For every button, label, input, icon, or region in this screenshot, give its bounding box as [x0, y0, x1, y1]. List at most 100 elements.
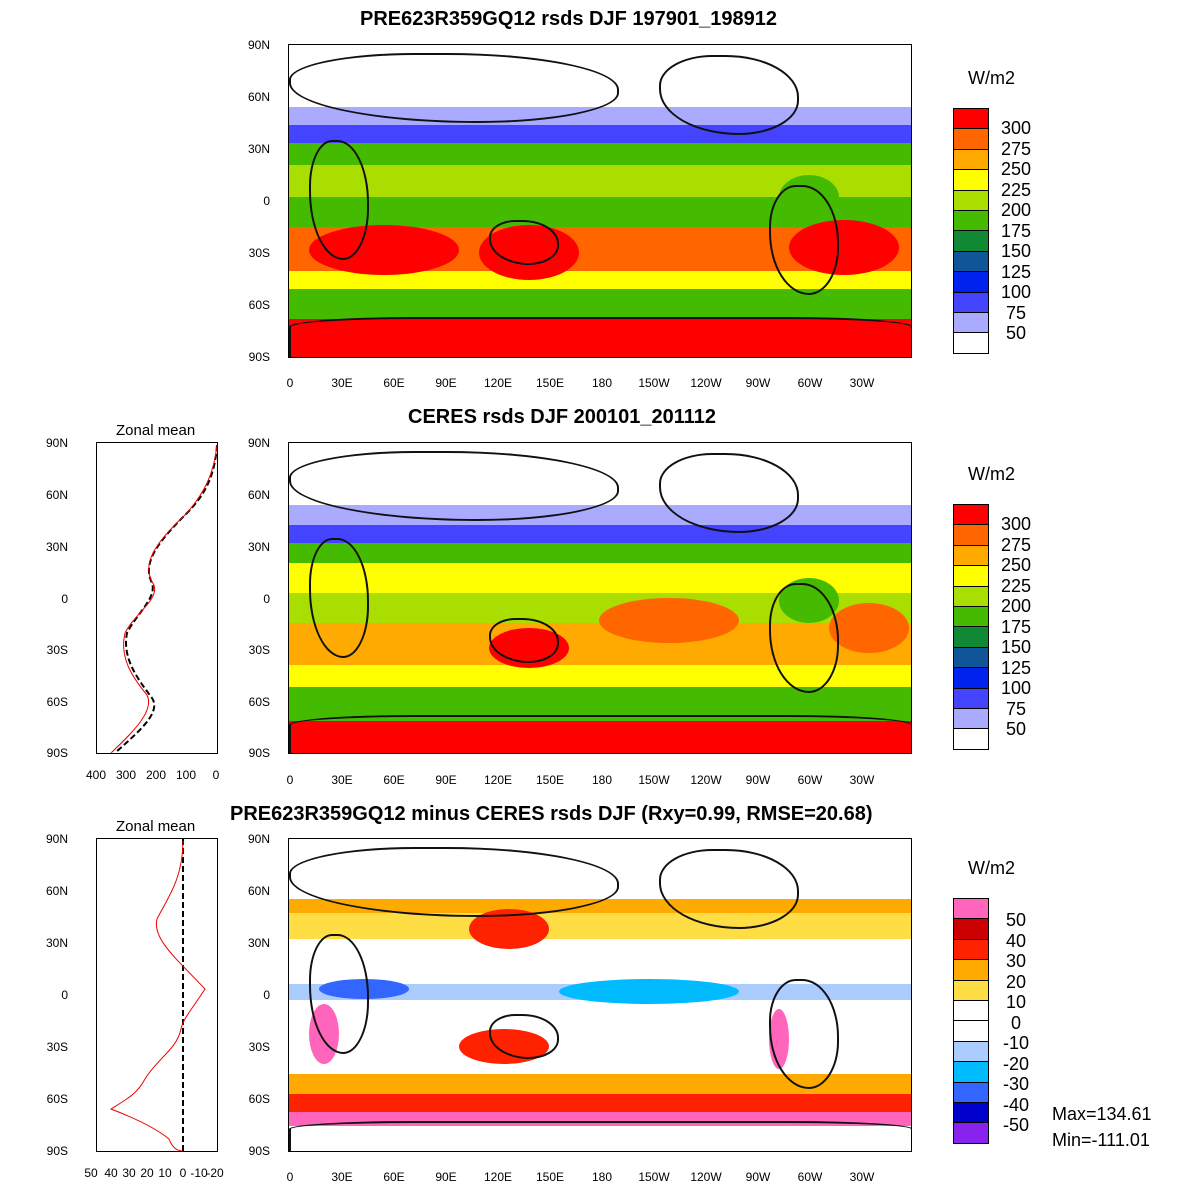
- x-tick-label: -10: [190, 1166, 208, 1180]
- x-tick-label: 90E: [435, 376, 457, 390]
- y-tick-label: 60N: [247, 488, 270, 502]
- colorbar-label: -50: [1002, 1115, 1029, 1135]
- x-tick-label: 0: [286, 1170, 294, 1184]
- x-tick-label: 120W: [690, 773, 722, 787]
- colorbar-label: 175: [1000, 221, 1032, 241]
- panel2-colorbar: [953, 504, 989, 750]
- panel1-map: [288, 44, 912, 358]
- y-tick-label: 60N: [247, 90, 270, 104]
- zonal-mean-title: Zonal mean: [116, 422, 196, 439]
- colorbar-swatch: [954, 333, 988, 354]
- x-tick-label: 20: [140, 1166, 154, 1180]
- colorbar-label: 75: [1005, 699, 1027, 719]
- x-tick-label: 60E: [383, 376, 405, 390]
- colorbar-swatch: [954, 1041, 988, 1063]
- x-tick-label: 150E: [535, 376, 565, 390]
- panel3-colorbar: [953, 898, 989, 1144]
- panel1-title: PRE623R359GQ12 rsds DJF 197901_198912: [360, 8, 777, 30]
- colorbar-swatch: [954, 668, 988, 689]
- colorbar-swatch: [954, 729, 988, 750]
- y-tick-label: 60S: [248, 1092, 270, 1106]
- x-tick-label: 90W: [745, 773, 771, 787]
- colorbar-label: 250: [1000, 159, 1032, 179]
- colorbar-label: 10: [1005, 992, 1027, 1012]
- y-tick-label: 30N: [247, 936, 270, 950]
- zonal-mean-plot-2: [96, 838, 218, 1153]
- colorbar-swatch: [954, 292, 988, 313]
- colorbar-swatch: [954, 919, 988, 940]
- colorbar-label: 75: [1005, 303, 1027, 323]
- y-tick-label: 90N: [45, 832, 68, 846]
- colorbar-label: 225: [1000, 576, 1032, 596]
- x-tick-label: 180: [591, 1170, 613, 1184]
- colorbar-label: -20: [1002, 1054, 1029, 1074]
- colorbar-label: 225: [1000, 180, 1032, 200]
- colorbar-swatch: [954, 149, 988, 171]
- x-tick-label: 60W: [797, 1170, 823, 1184]
- x-tick-label: 120E: [483, 1170, 513, 1184]
- y-tick-label: 60N: [45, 488, 68, 502]
- x-tick-label: 60E: [383, 1170, 405, 1184]
- colorbar-label: -40: [1002, 1095, 1029, 1115]
- x-tick-label: 180: [591, 773, 613, 787]
- x-tick-label: 30E: [331, 376, 353, 390]
- colorbar-swatch: [954, 272, 988, 293]
- y-tick-label: 0: [263, 988, 270, 1002]
- x-tick-label: 120W: [690, 376, 722, 390]
- x-tick-label: 30W: [849, 1170, 875, 1184]
- panel1-colorbar: [953, 108, 989, 354]
- y-tick-label: 60N: [247, 884, 270, 898]
- colorbar-swatch: [954, 251, 988, 273]
- x-tick-label: 0: [286, 773, 294, 787]
- colorbar-swatch: [954, 1000, 988, 1022]
- x-tick-label: 0: [212, 768, 220, 782]
- x-tick-label: 60W: [797, 773, 823, 787]
- x-tick-label: 150W: [638, 1170, 670, 1184]
- x-tick-label: 150W: [638, 376, 670, 390]
- x-tick-label: 0: [179, 1166, 187, 1180]
- colorbar-label: 20: [1005, 972, 1027, 992]
- colorbar-swatch: [954, 312, 988, 334]
- colorbar-swatch: [954, 109, 988, 130]
- panel3-map: [288, 838, 912, 1152]
- y-tick-label: 90S: [46, 1144, 68, 1158]
- y-tick-label: 30S: [46, 643, 68, 657]
- colorbar-swatch: [954, 1021, 988, 1042]
- colorbar-label: 275: [1000, 139, 1032, 159]
- y-tick-label: 60S: [46, 1092, 68, 1106]
- x-tick-label: 150W: [638, 773, 670, 787]
- panel2-units: W/m2: [968, 464, 1015, 484]
- y-tick-label: 30S: [248, 246, 270, 260]
- colorbar-label: 50: [1005, 910, 1027, 930]
- colorbar-swatch: [954, 1082, 988, 1103]
- colorbar-label: 100: [1000, 282, 1032, 302]
- y-tick-label: 0: [263, 592, 270, 606]
- x-tick-label: 60W: [797, 376, 823, 390]
- x-tick-label: 30: [122, 1166, 136, 1180]
- x-tick-label: 400: [85, 768, 107, 782]
- colorbar-label: 50: [1005, 323, 1027, 343]
- y-tick-label: 0: [61, 988, 68, 1002]
- x-tick-label: 30W: [849, 773, 875, 787]
- colorbar-swatch: [954, 505, 988, 526]
- colorbar-label: 40: [1005, 931, 1027, 951]
- panel1-units: W/m2: [968, 68, 1015, 88]
- colorbar-swatch: [954, 566, 988, 587]
- x-tick-label: 100: [175, 768, 197, 782]
- y-tick-label: 60S: [46, 695, 68, 709]
- colorbar-swatch: [954, 1123, 988, 1144]
- colorbar-label: 200: [1000, 596, 1032, 616]
- x-tick-label: 30E: [331, 773, 353, 787]
- x-tick-label: 300: [115, 768, 137, 782]
- colorbar-label: 300: [1000, 118, 1032, 138]
- y-tick-label: 90S: [248, 350, 270, 364]
- y-tick-label: 30S: [248, 1040, 270, 1054]
- colorbar-swatch: [954, 210, 988, 232]
- colorbar-swatch: [954, 170, 988, 191]
- colorbar-label: 300: [1000, 514, 1032, 534]
- x-tick-label: 90W: [745, 376, 771, 390]
- x-tick-label: 200: [145, 768, 167, 782]
- panel2-map: [288, 442, 912, 754]
- colorbar-label: 250: [1000, 555, 1032, 575]
- y-tick-label: 90N: [247, 436, 270, 450]
